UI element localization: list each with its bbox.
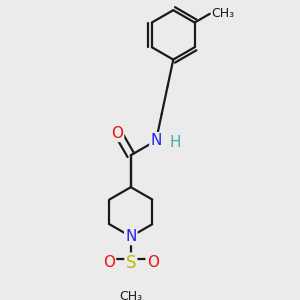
- Text: H: H: [169, 135, 181, 150]
- Text: CH₃: CH₃: [211, 7, 234, 20]
- Text: S: S: [126, 254, 136, 272]
- Text: N: N: [150, 133, 162, 148]
- Text: O: O: [111, 126, 123, 141]
- Text: O: O: [103, 255, 115, 270]
- Text: O: O: [147, 255, 159, 270]
- Text: N: N: [125, 229, 136, 244]
- Text: CH₃: CH₃: [119, 290, 142, 300]
